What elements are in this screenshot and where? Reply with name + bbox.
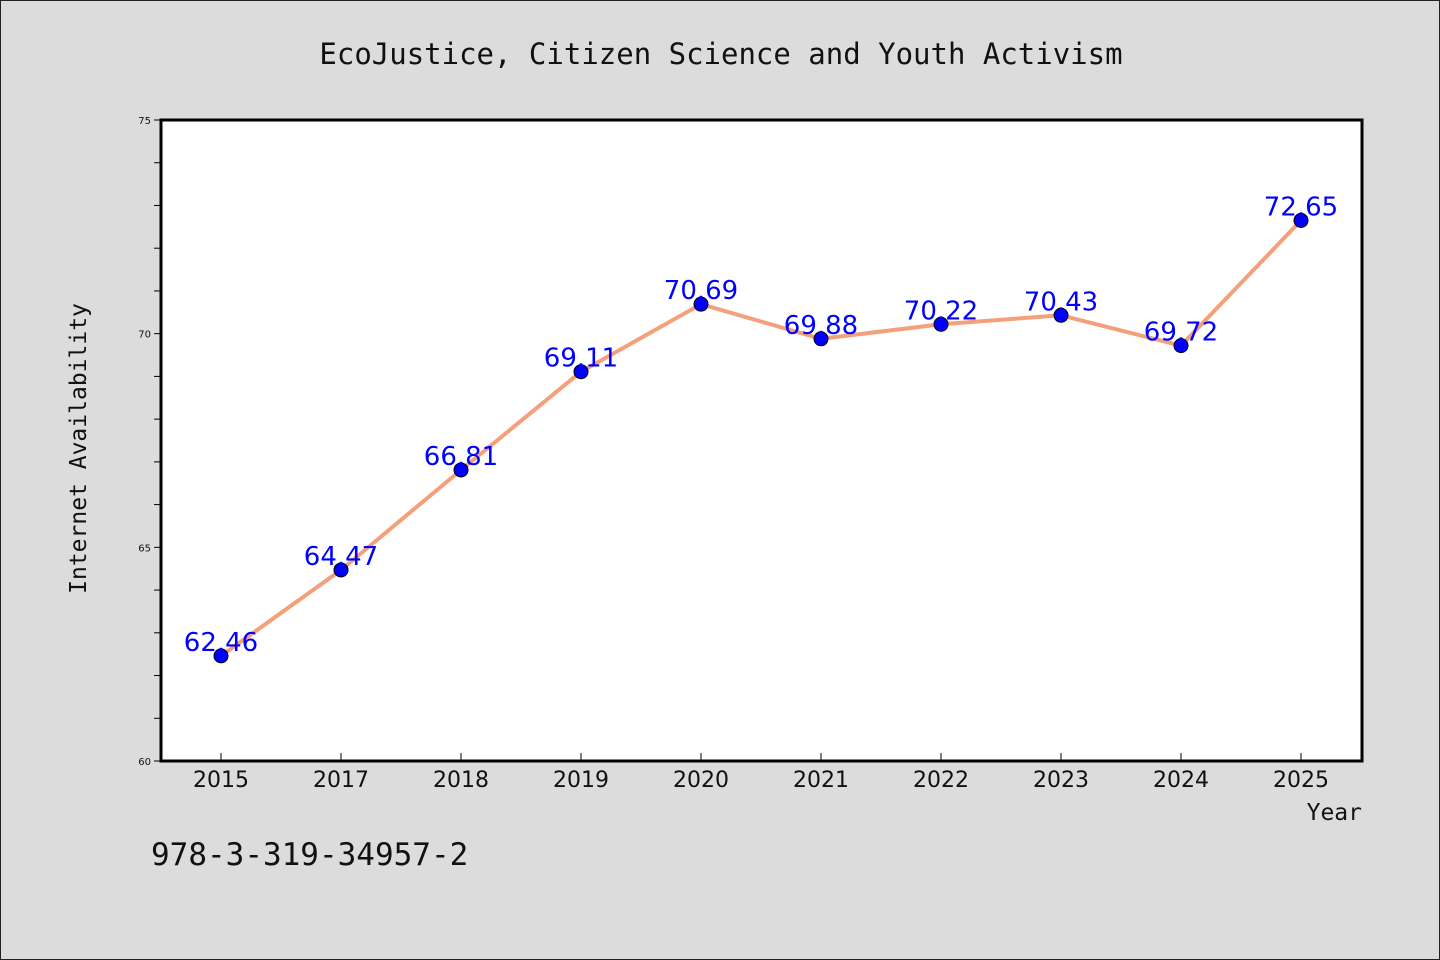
data-point (1293, 212, 1309, 228)
x-tick-label: 2020 (673, 768, 729, 793)
data-label: 66.81 (424, 442, 498, 472)
data-label: 69.88 (784, 311, 858, 341)
data-label: 70.22 (904, 296, 978, 326)
x-tick-label: 2018 (433, 768, 489, 793)
data-point (333, 562, 349, 578)
data-point (1173, 338, 1189, 354)
data-label: 62.46 (184, 628, 258, 658)
data-label: 70.69 (664, 276, 738, 306)
y-tick-label: 65 (138, 543, 151, 554)
data-label: 70.43 (1024, 287, 1098, 317)
x-tick-label: 2024 (1153, 768, 1209, 793)
x-tick-label: 2023 (1033, 768, 1089, 793)
y-axis-label: Internet Availability (66, 303, 92, 594)
data-point (693, 296, 709, 312)
data-point (1053, 307, 1069, 323)
y-tick-label: 70 (138, 330, 151, 341)
x-tick-label: 2017 (313, 768, 369, 793)
x-tick-label: 2025 (1273, 768, 1329, 793)
x-tick-label: 2015 (193, 768, 249, 793)
x-axis-label: Year (1307, 800, 1362, 826)
y-tick-label: 60 (138, 757, 151, 768)
x-tick-label: 2022 (913, 768, 969, 793)
x-axis: 2015 2017 2018 2019 2020 2021 2022 2023 2024 2025 (193, 753, 1329, 793)
data-label: 64.47 (304, 542, 378, 572)
data-point (573, 364, 589, 380)
data-point (813, 331, 829, 347)
y-axis: 60 65 70 75 (138, 116, 161, 768)
x-tick-label: 2019 (553, 768, 609, 793)
plot-area (159, 118, 1364, 763)
data-point (453, 462, 469, 478)
series-layer: 62.46 64.47 66.81 69.11 70.69 69.88 70.22 70.43… (184, 192, 1338, 664)
data-point (213, 648, 229, 664)
x-tick-label: 2021 (793, 768, 849, 793)
isbn-text: 978-3-319-34957-2 (151, 837, 468, 873)
series-line (219, 219, 1303, 658)
chart-title: EcoJustice, Citizen Science and Youth Ac… (319, 37, 1122, 71)
data-label: 69.11 (544, 344, 618, 374)
data-label: 69.72 (1144, 318, 1218, 348)
data-label: 72.65 (1264, 192, 1338, 222)
y-tick-label: 75 (138, 116, 151, 127)
data-point (933, 316, 949, 332)
